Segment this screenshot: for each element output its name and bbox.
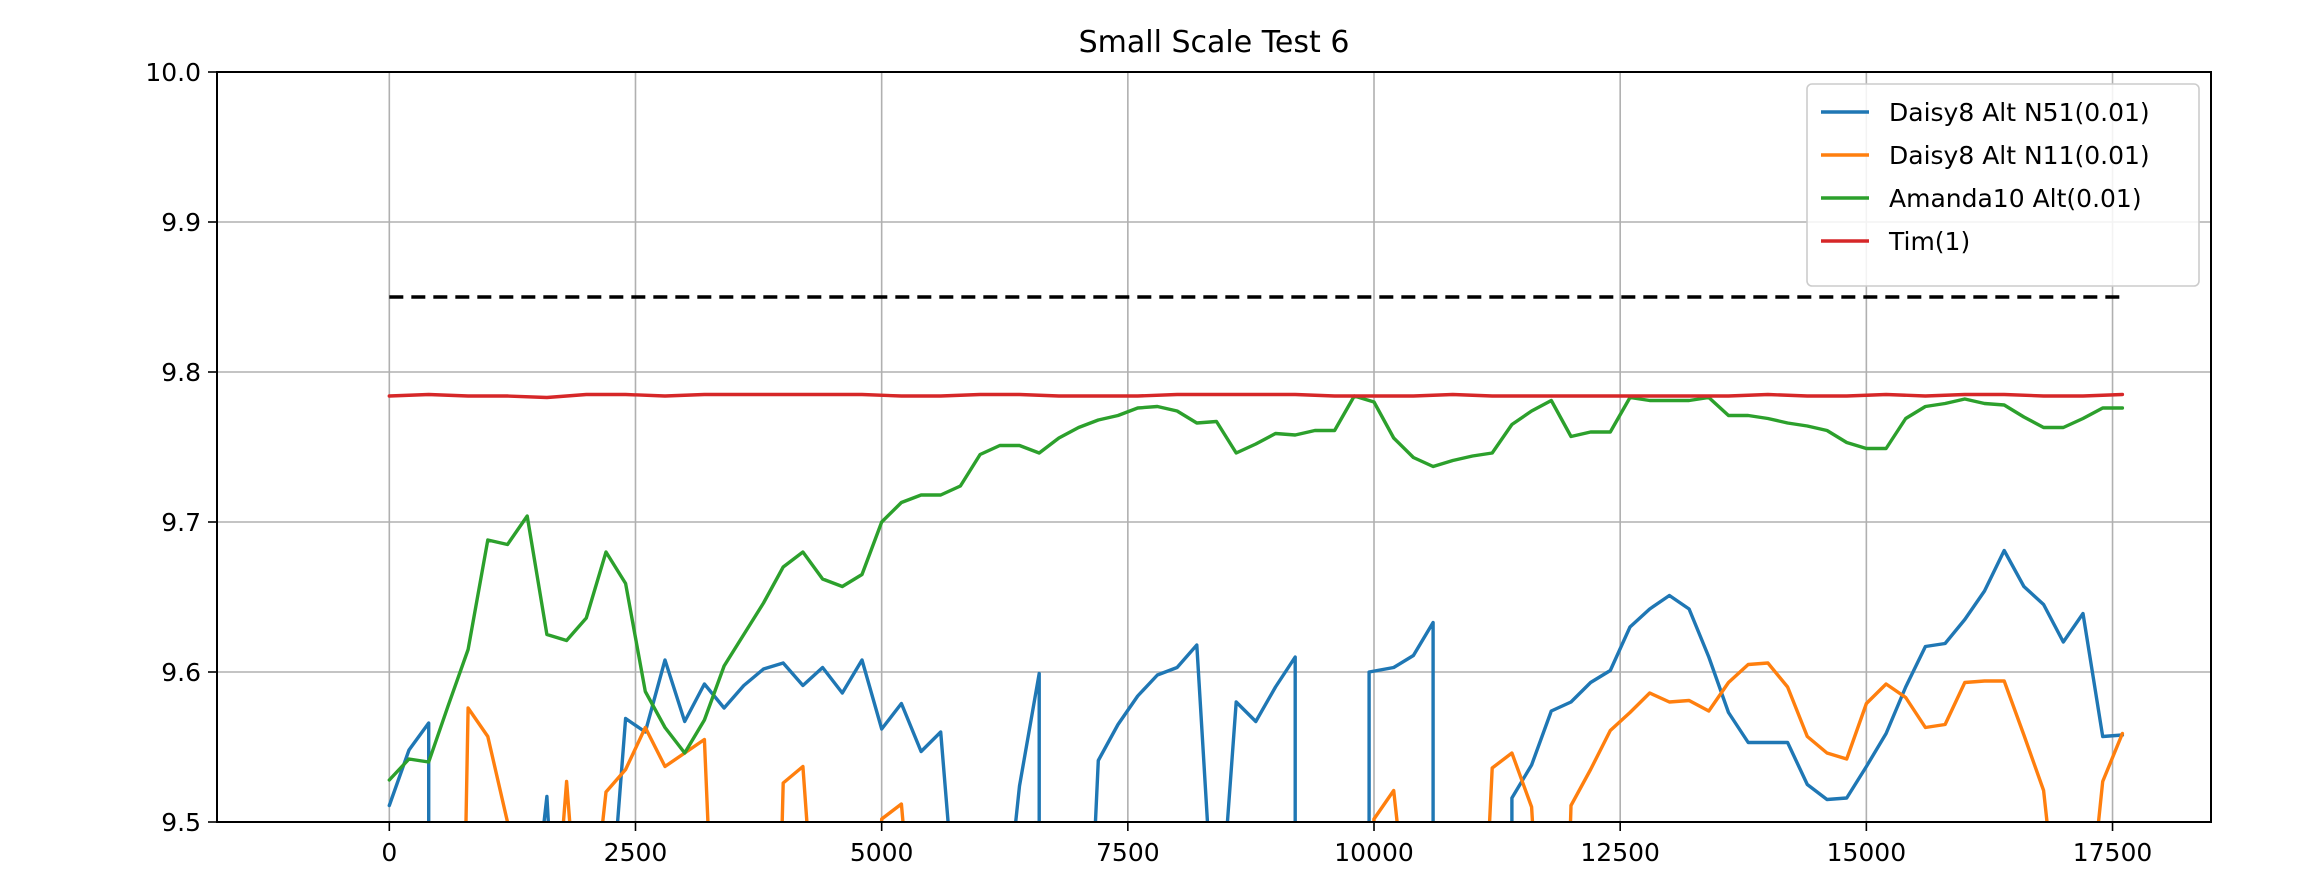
y-tick-label: 9.7 [161,508,201,537]
x-tick-label: 17500 [2073,838,2153,867]
x-tick-label: 2500 [604,838,668,867]
y-tick-label: 9.9 [161,208,201,237]
legend-label: Daisy8 Alt N51(0.01) [1889,98,2150,127]
y-tick-label: 9.8 [161,358,201,387]
y-tick-label: 9.5 [161,808,201,837]
series-line-4 [387,392,2125,400]
legend: Daisy8 Alt N51(0.01) Daisy8 Alt N11(0.01)… [1806,83,2200,287]
axes: 0 2500 5000 7500 10000 12500 15000 17500 9.5 9.6 9… [145,58,2152,867]
series-line-2 [464,661,2125,822]
series-lines [387,392,2125,822]
x-tick-label: 12500 [1580,838,1660,867]
legend-label: Amanda10 Alt(0.01) [1889,184,2142,213]
legend-label: Daisy8 Alt N11(0.01) [1889,141,2150,170]
x-tick-label: 5000 [850,838,914,867]
legend-box [1806,83,2200,287]
chart-title: Small Scale Test 6 [1079,25,1350,60]
plot-frame [216,71,2212,823]
x-tick-label: 0 [381,838,397,867]
x-tick-label: 10000 [1334,838,1414,867]
legend-label: Tim(1) [1888,227,1970,256]
y-tick-label: 9.6 [161,658,201,687]
series-line-1 [387,548,2125,822]
x-tick-label: 7500 [1096,838,1160,867]
series-line-3 [387,394,2125,782]
y-tick-label: 10.0 [145,58,201,87]
x-tick-label: 15000 [1827,838,1907,867]
